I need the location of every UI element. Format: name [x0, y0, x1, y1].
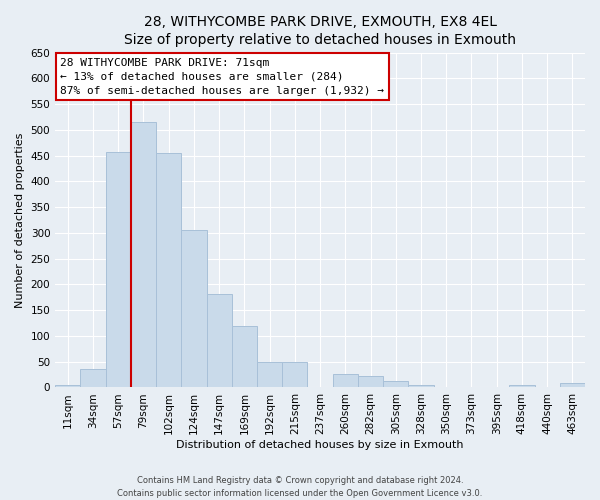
Bar: [282, 362, 307, 388]
Text: 28 WITHYCOMBE PARK DRIVE: 71sqm
← 13% of detached houses are smaller (284)
87% o: 28 WITHYCOMBE PARK DRIVE: 71sqm ← 13% of…: [61, 58, 385, 96]
Bar: [206, 294, 232, 388]
Bar: [560, 384, 585, 388]
Title: 28, WITHYCOMBE PARK DRIVE, EXMOUTH, EX8 4EL
Size of property relative to detache: 28, WITHYCOMBE PARK DRIVE, EXMOUTH, EX8 …: [124, 15, 516, 48]
Text: Contains HM Land Registry data © Crown copyright and database right 2024.
Contai: Contains HM Land Registry data © Crown c…: [118, 476, 482, 498]
Bar: [332, 374, 358, 388]
Bar: [181, 230, 206, 388]
Bar: [409, 385, 434, 388]
Bar: [257, 362, 282, 388]
Bar: [106, 152, 131, 388]
Bar: [55, 385, 80, 388]
Bar: [509, 385, 535, 388]
Bar: [156, 153, 181, 388]
Bar: [80, 370, 106, 388]
Bar: [358, 376, 383, 388]
Bar: [131, 122, 156, 388]
Bar: [232, 326, 257, 388]
Bar: [383, 382, 409, 388]
X-axis label: Distribution of detached houses by size in Exmouth: Distribution of detached houses by size …: [176, 440, 464, 450]
Y-axis label: Number of detached properties: Number of detached properties: [15, 132, 25, 308]
